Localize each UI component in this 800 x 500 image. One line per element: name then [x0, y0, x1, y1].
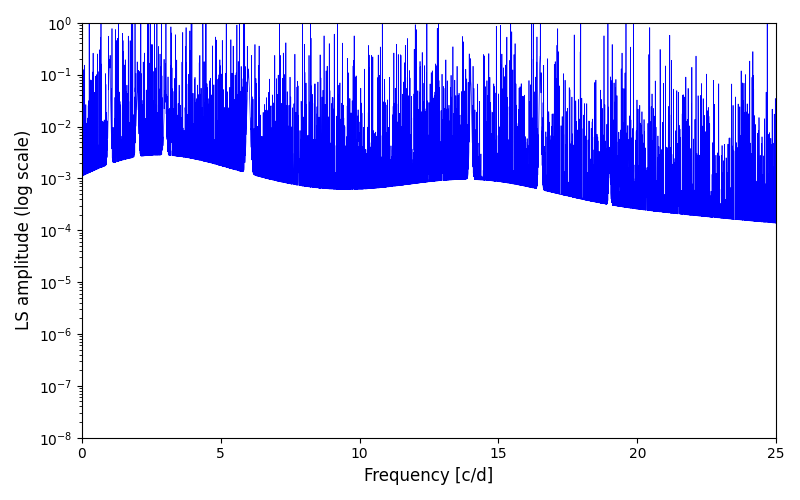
X-axis label: Frequency [c/d]: Frequency [c/d]: [364, 467, 494, 485]
Y-axis label: LS amplitude (log scale): LS amplitude (log scale): [15, 130, 33, 330]
